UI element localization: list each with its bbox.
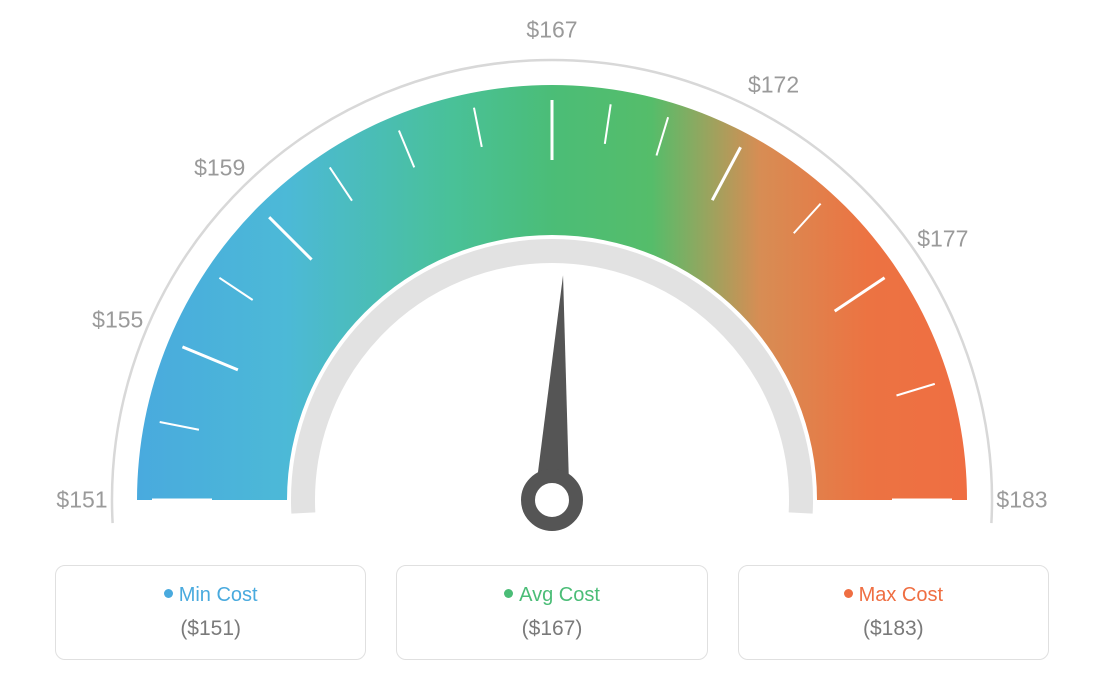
gauge-area: $151 $155 $159 $167 $172 $177 $183 (0, 0, 1104, 560)
legend-value: ($151) (66, 617, 355, 641)
gauge-tick-label: $183 (996, 487, 1047, 514)
legend-value: ($167) (407, 617, 696, 641)
legend-card: Avg Cost ($167) (396, 565, 707, 660)
legend-card: Max Cost ($183) (738, 565, 1049, 660)
legend-title-text: Avg Cost (519, 584, 600, 606)
gauge-svg (0, 0, 1104, 560)
legend-value: ($183) (749, 617, 1038, 641)
legend-title-text: Max Cost (859, 584, 943, 606)
gauge-tick-label: $177 (917, 225, 968, 252)
legend-title: Avg Cost (407, 584, 696, 607)
legend-title-text: Min Cost (179, 584, 258, 606)
legend-dot-icon (504, 589, 513, 598)
gauge-needle-hub (528, 476, 576, 524)
legend-row: Min Cost ($151) Avg Cost ($167) Max Cost ($18… (0, 565, 1104, 660)
gauge-tick-label: $159 (194, 154, 245, 181)
legend-dot-icon (164, 589, 173, 598)
legend-card: Min Cost ($151) (55, 565, 366, 660)
gauge-tick-label: $167 (526, 17, 577, 44)
legend-title: Max Cost (749, 584, 1038, 607)
legend-dot-icon (844, 589, 853, 598)
gauge-chart-container: $151 $155 $159 $167 $172 $177 $183 Min Cost ($1… (0, 0, 1104, 690)
gauge-tick-label: $172 (748, 72, 799, 99)
legend-title: Min Cost (66, 584, 355, 607)
gauge-tick-label: $151 (56, 487, 107, 514)
gauge-tick-label: $155 (92, 307, 143, 334)
